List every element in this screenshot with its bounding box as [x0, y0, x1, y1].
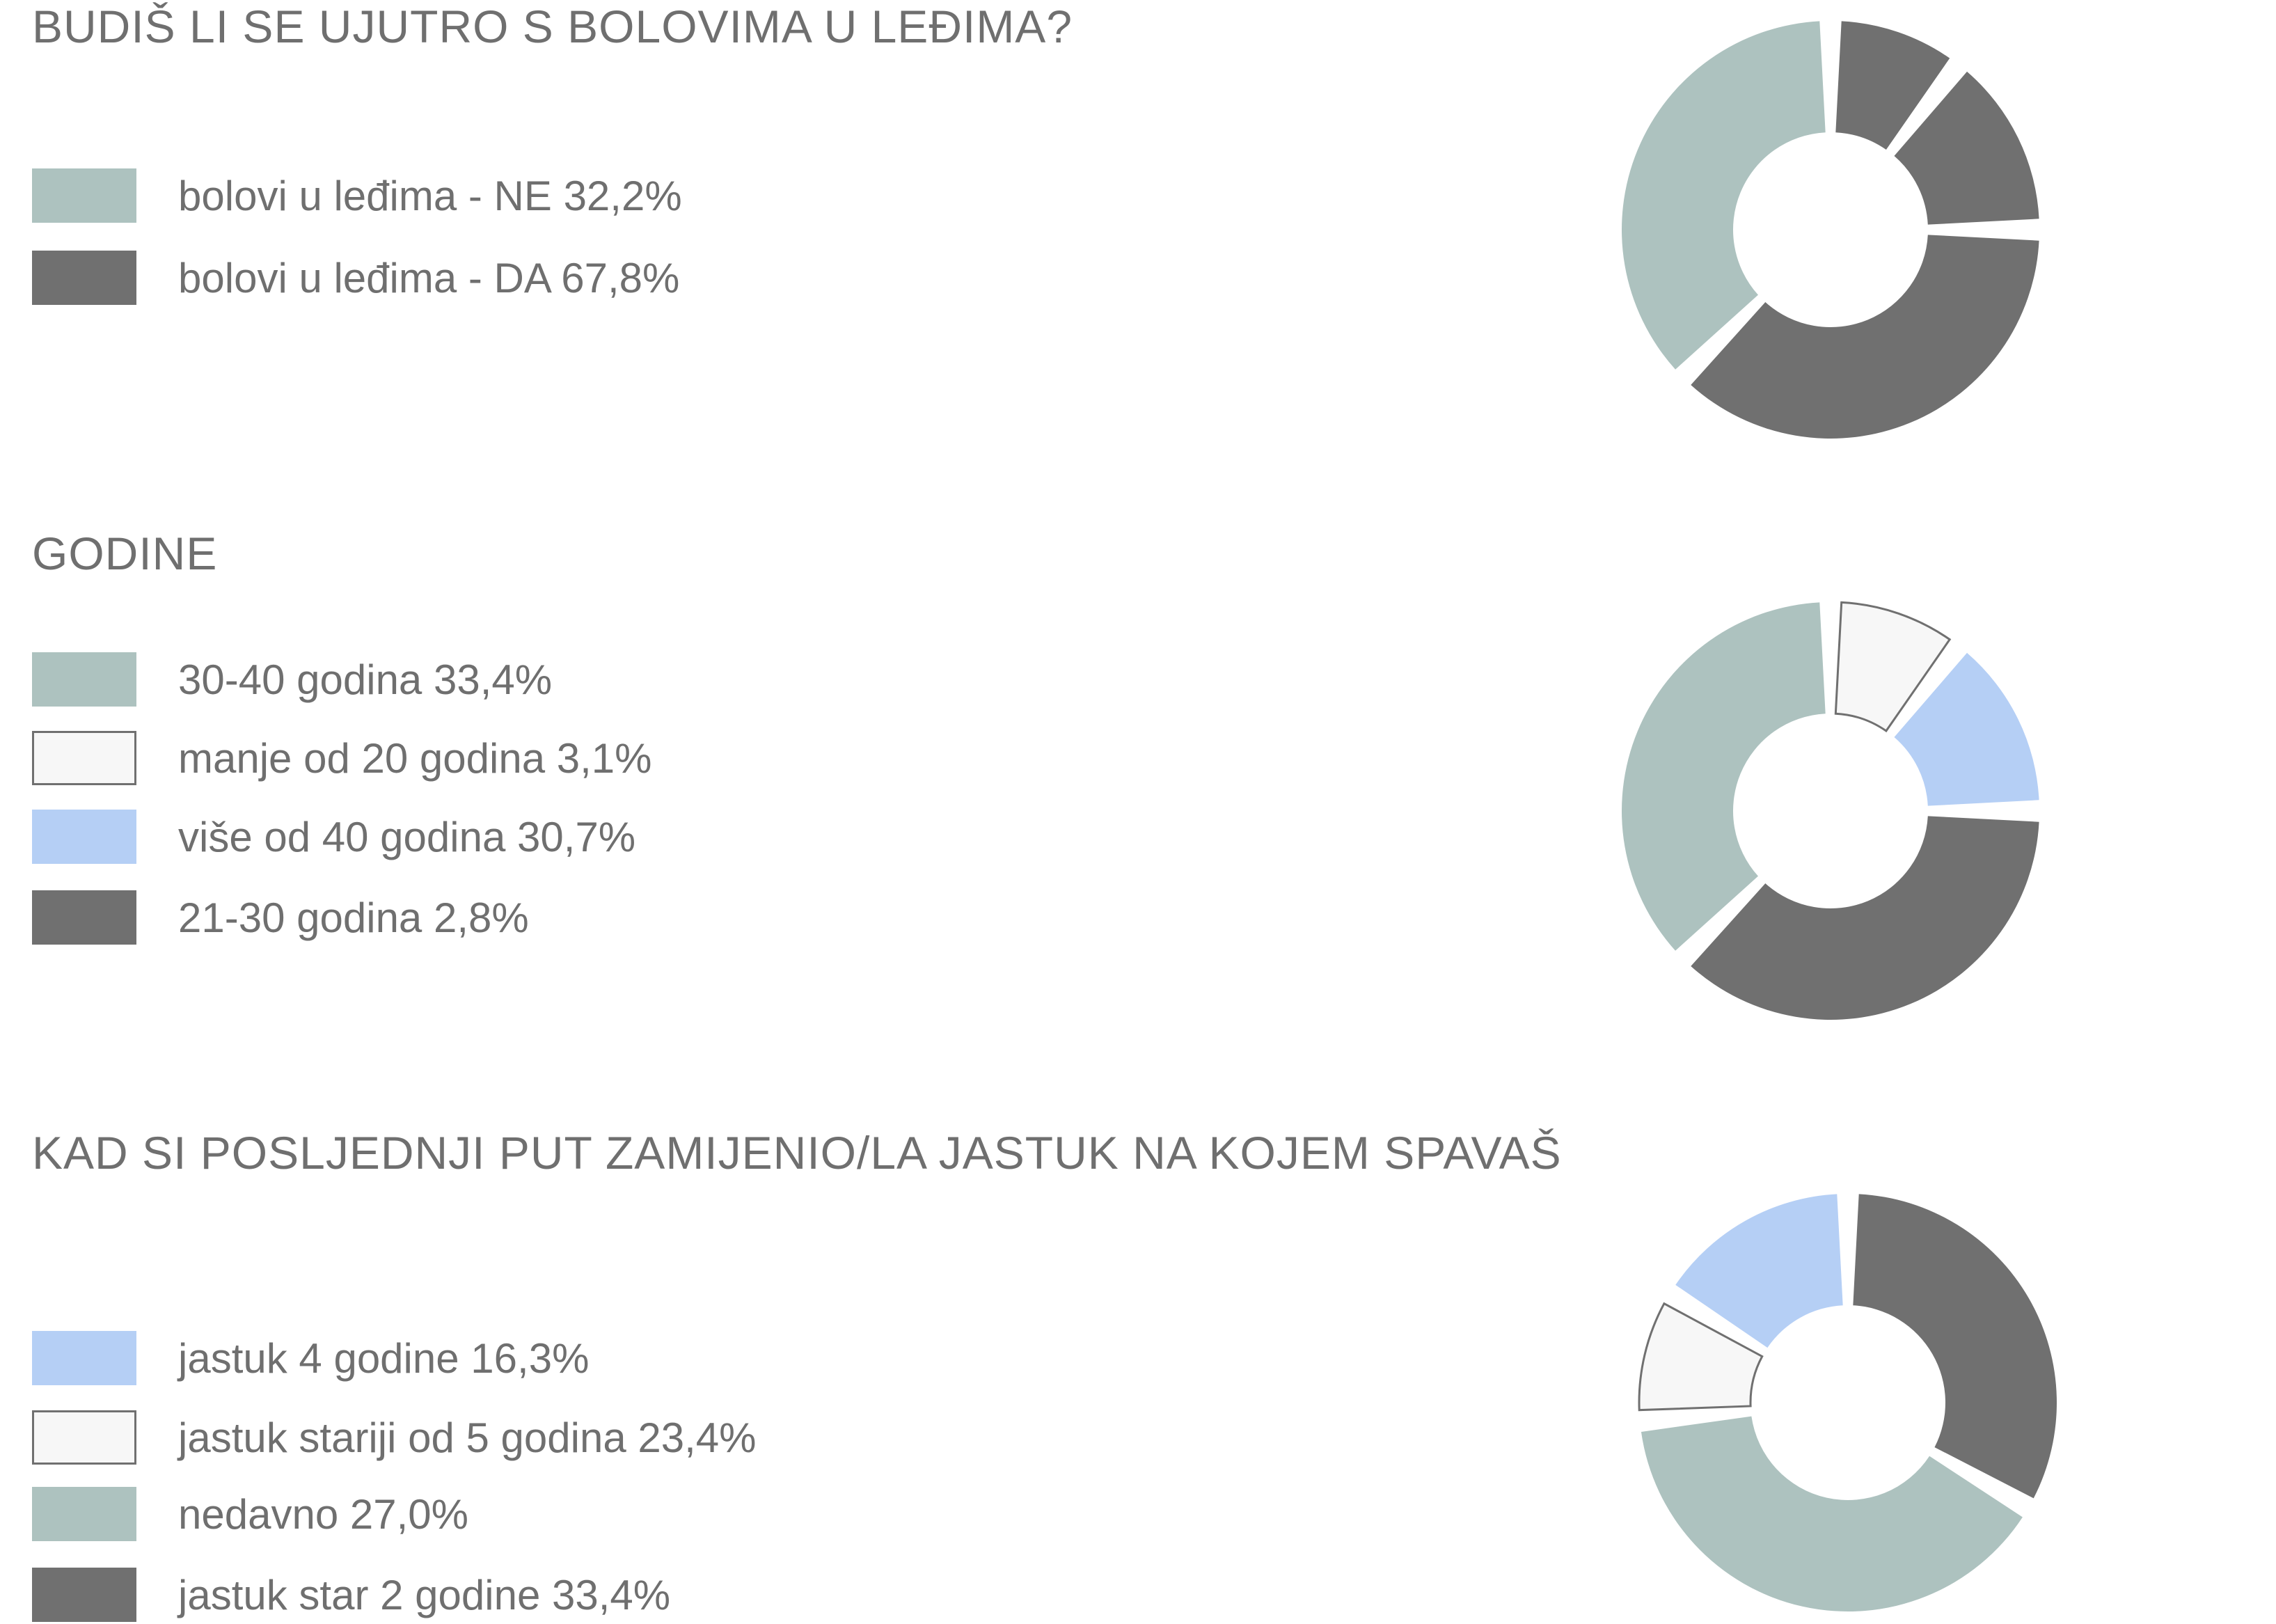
- donut-slice: [1691, 816, 2039, 1020]
- legend-item: 21-30 godina 2,8%: [32, 890, 1006, 946]
- legend-label: 30-40 godina 33,4%: [178, 656, 553, 703]
- legend-swatch: [32, 1568, 136, 1622]
- legend-swatch: [32, 251, 136, 305]
- legend-label: više od 40 godina 30,7%: [178, 814, 636, 860]
- legend-item: jastuk star 2 godine 33,4%: [32, 1568, 1006, 1623]
- donut-slice: [1622, 21, 1826, 370]
- chart-title: GODINE: [32, 528, 218, 579]
- legend-label: jastuk 4 godine 16,3%: [178, 1335, 590, 1382]
- donut-chart: [1622, 601, 2039, 1020]
- legend-label: bolovi u leđima - NE 32,2%: [178, 173, 682, 219]
- legend-label: jastuk star 2 godine 33,4%: [178, 1572, 671, 1618]
- legend-swatch: [32, 1331, 136, 1385]
- legend-item: bolovi u leđima - DA 67,8%: [32, 251, 1006, 306]
- legend-label: 21-30 godina 2,8%: [178, 894, 529, 941]
- legend-item: jastuk stariji od 5 godina 23,4%: [32, 1410, 1006, 1466]
- donut-slice: [1835, 21, 1950, 150]
- legend-label: bolovi u leđima - DA 67,8%: [178, 255, 680, 301]
- legend-swatch: [32, 731, 136, 785]
- donut-slice: [1894, 652, 2039, 806]
- legend-label: jastuk stariji od 5 godina 23,4%: [178, 1414, 757, 1461]
- legend-swatch: [32, 168, 136, 223]
- donut-slice: [1853, 1194, 2057, 1499]
- chart-title: BUDIŠ LI SE UJUTRO S BOLOVIMA U LEĐIMA?: [32, 1, 1073, 52]
- donut-slice: [1894, 71, 2039, 225]
- donut-slice: [1675, 1194, 1843, 1348]
- legend-swatch: [32, 652, 136, 707]
- legend-swatch: [32, 1410, 136, 1465]
- legend-item: bolovi u leđima - NE 32,2%: [32, 168, 1006, 224]
- legend-item: manje od 20 godina 3,1%: [32, 731, 1006, 787]
- donut-chart: [1622, 21, 2039, 439]
- legend-swatch: [32, 810, 136, 864]
- donut-slice: [1834, 601, 1952, 733]
- donut-chart: [1638, 1194, 2057, 1611]
- legend-item: nedavno 27,0%: [32, 1487, 1006, 1543]
- donut-slice: [1641, 1416, 2023, 1611]
- legend-swatch: [32, 890, 136, 945]
- legend-swatch: [32, 1487, 136, 1541]
- legend-label: manje od 20 godina 3,1%: [178, 735, 652, 782]
- legend-item: više od 40 godina 30,7%: [32, 810, 1006, 865]
- donut-slice: [1622, 602, 1826, 951]
- legend-item: 30-40 godina 33,4%: [32, 652, 1006, 708]
- donut-slice: [1638, 1302, 1764, 1412]
- chart-title: KAD SI POSLJEDNJI PUT ZAMIJENIO/LA JASTU…: [32, 1127, 1562, 1178]
- donut-slice: [1691, 235, 2039, 439]
- legend-item: jastuk 4 godine 16,3%: [32, 1331, 1006, 1387]
- legend-label: nedavno 27,0%: [178, 1491, 469, 1538]
